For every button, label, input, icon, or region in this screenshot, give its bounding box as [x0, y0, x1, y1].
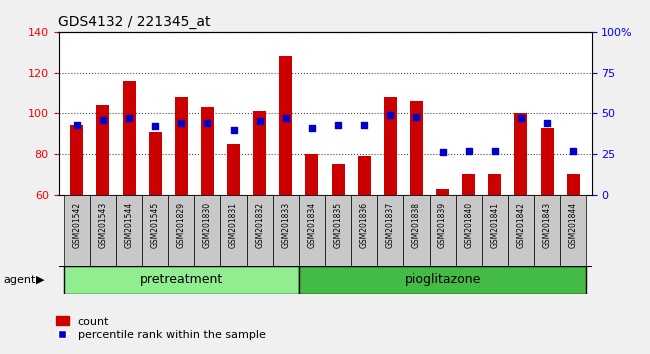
Bar: [534, 195, 560, 266]
Text: GSM201830: GSM201830: [203, 202, 212, 248]
Bar: [194, 195, 220, 266]
Text: GSM201840: GSM201840: [464, 202, 473, 248]
Text: GSM201834: GSM201834: [307, 202, 317, 248]
Bar: [306, 154, 318, 195]
Text: GSM201544: GSM201544: [125, 202, 133, 248]
Bar: [508, 195, 534, 266]
Bar: [462, 175, 475, 195]
Bar: [482, 195, 508, 266]
Text: GSM201835: GSM201835: [333, 202, 343, 248]
Bar: [358, 156, 370, 195]
Text: GSM201829: GSM201829: [177, 202, 186, 248]
Bar: [299, 266, 586, 294]
Bar: [175, 97, 188, 195]
Bar: [567, 175, 580, 195]
Bar: [227, 144, 240, 195]
Bar: [430, 195, 456, 266]
Point: [437, 149, 448, 155]
Point: [72, 122, 82, 127]
Point: [359, 122, 369, 127]
Point: [515, 115, 526, 121]
Text: GSM201836: GSM201836: [359, 202, 369, 248]
Bar: [377, 195, 404, 266]
Bar: [280, 56, 292, 195]
Bar: [201, 107, 214, 195]
Text: GSM201831: GSM201831: [229, 202, 238, 248]
Point: [568, 148, 578, 154]
Bar: [142, 195, 168, 266]
Bar: [70, 126, 83, 195]
Point: [98, 117, 108, 122]
Bar: [332, 164, 344, 195]
Bar: [299, 195, 325, 266]
Text: GSM201838: GSM201838: [412, 202, 421, 248]
Text: GSM201837: GSM201837: [386, 202, 395, 248]
Bar: [325, 195, 351, 266]
Bar: [436, 189, 449, 195]
Text: pioglitazone: pioglitazone: [404, 273, 481, 286]
Text: GSM201843: GSM201843: [543, 202, 552, 248]
Bar: [273, 195, 299, 266]
Text: GSM201545: GSM201545: [151, 202, 160, 248]
Text: GSM201543: GSM201543: [98, 202, 107, 248]
Point: [202, 120, 213, 126]
Point: [385, 112, 395, 118]
Bar: [384, 97, 397, 195]
Bar: [64, 266, 299, 294]
Point: [124, 115, 135, 121]
Bar: [116, 195, 142, 266]
Point: [542, 120, 552, 126]
Point: [255, 119, 265, 124]
Bar: [220, 195, 246, 266]
Bar: [90, 195, 116, 266]
Text: pretreatment: pretreatment: [140, 273, 223, 286]
Bar: [96, 105, 109, 195]
Point: [150, 124, 161, 129]
Text: GSM201841: GSM201841: [490, 202, 499, 248]
Bar: [64, 195, 90, 266]
Text: GSM201842: GSM201842: [517, 202, 525, 248]
Bar: [122, 81, 136, 195]
Text: ▶: ▶: [36, 275, 44, 285]
Point: [307, 125, 317, 131]
Bar: [488, 175, 501, 195]
Bar: [410, 101, 423, 195]
Text: agent: agent: [3, 275, 36, 285]
Bar: [560, 195, 586, 266]
Text: GSM201844: GSM201844: [569, 202, 578, 248]
Point: [176, 120, 187, 126]
Point: [281, 115, 291, 121]
Text: GSM201833: GSM201833: [281, 202, 291, 248]
Bar: [541, 127, 554, 195]
Legend: count, percentile rank within the sample: count, percentile rank within the sample: [51, 312, 270, 345]
Bar: [149, 132, 162, 195]
Bar: [253, 111, 266, 195]
Bar: [404, 195, 430, 266]
Point: [463, 148, 474, 154]
Text: GSM201839: GSM201839: [438, 202, 447, 248]
Bar: [514, 113, 528, 195]
Text: GSM201542: GSM201542: [72, 202, 81, 248]
Bar: [168, 195, 194, 266]
Bar: [351, 195, 377, 266]
Text: GSM201832: GSM201832: [255, 202, 264, 248]
Text: GDS4132 / 221345_at: GDS4132 / 221345_at: [58, 16, 211, 29]
Bar: [456, 195, 482, 266]
Point: [228, 127, 239, 132]
Bar: [246, 195, 273, 266]
Point: [411, 114, 422, 119]
Point: [489, 148, 500, 154]
Point: [333, 122, 343, 127]
